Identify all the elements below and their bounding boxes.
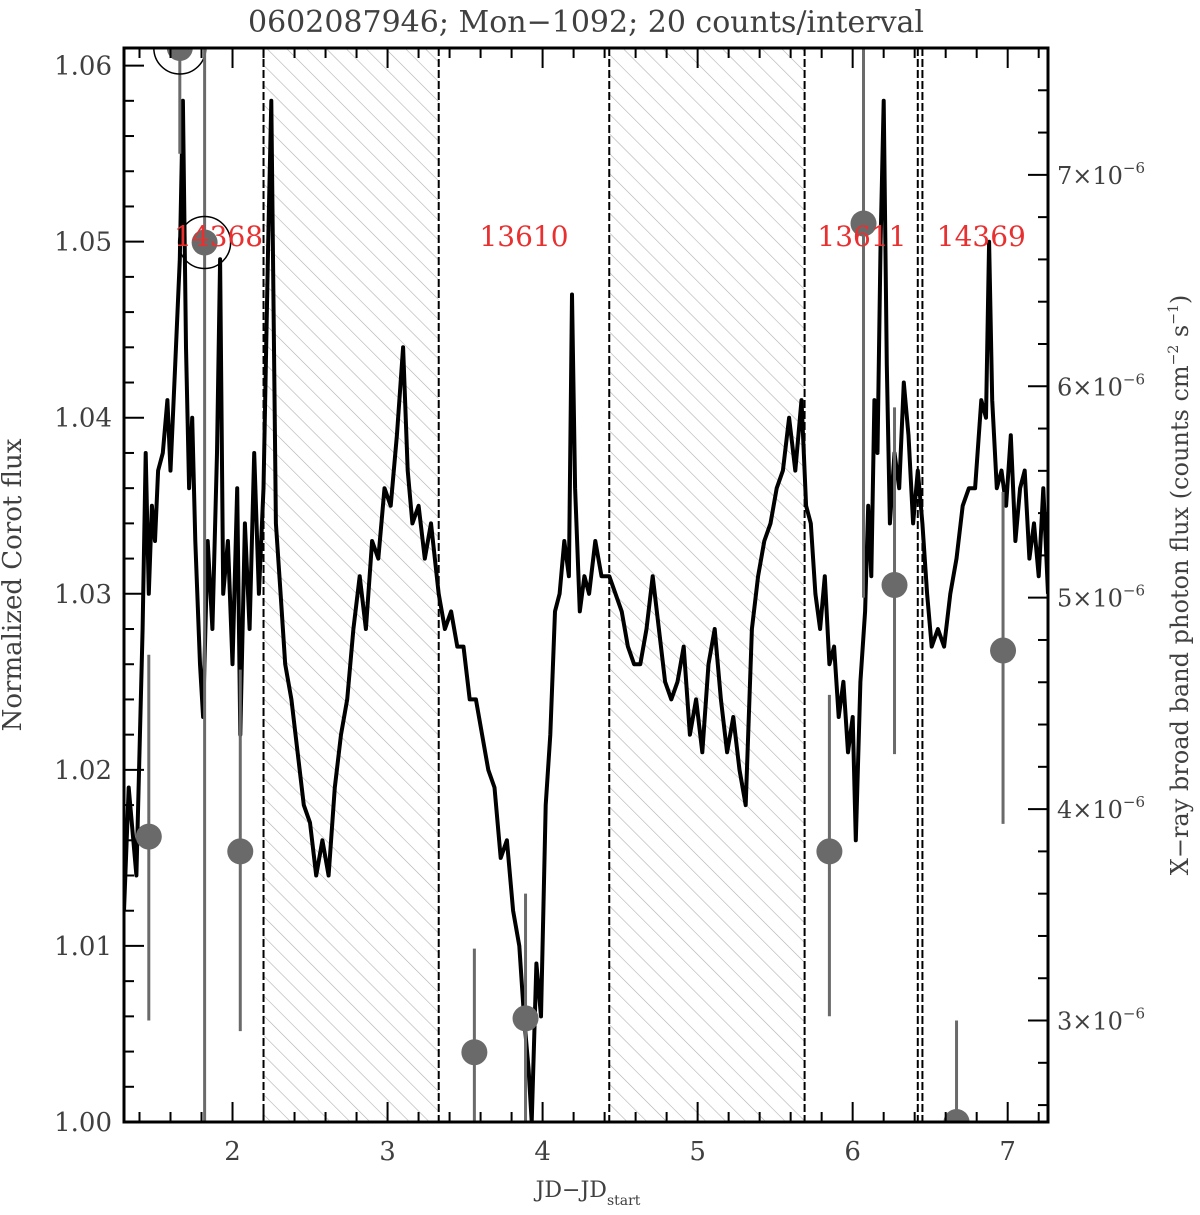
y2-tick-label: 6×10−6 bbox=[1057, 370, 1145, 401]
observation-id-2: 13610 bbox=[479, 220, 568, 253]
y2-tick-mantissa: 7×10 bbox=[1057, 162, 1123, 190]
y-tick-label: 1.02 bbox=[54, 756, 112, 786]
chart-title: 0602087946; Mon−1092; 20 counts/interval bbox=[248, 5, 924, 40]
xray-marker bbox=[461, 1039, 488, 1066]
xray-point-10 bbox=[943, 1020, 970, 1122]
x-axis-label: JD−JDstart bbox=[534, 1178, 641, 1209]
y2-axis-label-sup1: −2 bbox=[1166, 345, 1182, 366]
xray-point-2 bbox=[153, 48, 207, 154]
y-tick-label: 1.00 bbox=[54, 1108, 112, 1138]
xray-highlight-ring bbox=[177, 215, 232, 270]
xray-marker bbox=[135, 823, 162, 850]
y2-axis-label-end: ) bbox=[1166, 295, 1194, 304]
xray-marker bbox=[881, 572, 908, 598]
xray-marker bbox=[166, 48, 193, 61]
xray-point-4 bbox=[227, 669, 254, 1032]
y-tick-label: 1.01 bbox=[54, 932, 112, 962]
x-tick-label: 3 bbox=[379, 1137, 396, 1167]
xray-highlight-ring bbox=[153, 48, 207, 75]
hatched-regions bbox=[263, 48, 805, 1122]
xray-point-11 bbox=[990, 491, 1017, 824]
x-tick-label: 7 bbox=[999, 1137, 1016, 1167]
hatched-region-1 bbox=[263, 48, 439, 1122]
y2-tick-label: 3×10−6 bbox=[1057, 1005, 1145, 1036]
y-axis-label: Normalized Corot flux bbox=[0, 438, 28, 731]
xray-point-3 bbox=[177, 48, 232, 1122]
y-tick-label: 1.04 bbox=[54, 404, 112, 434]
xray-point-9 bbox=[881, 407, 908, 755]
y2-tick-label: 4×10−6 bbox=[1057, 793, 1145, 824]
x-tick-label: 4 bbox=[534, 1137, 551, 1167]
observation-id-labels: 14368 13610 13611 14369 bbox=[174, 220, 1026, 253]
xray-point-8 bbox=[850, 48, 877, 598]
y2-axis-label-sup2: −1 bbox=[1166, 304, 1182, 325]
x-axis-label-main: JD−JD bbox=[534, 1178, 607, 1203]
y2-tick-mantissa: 3×10 bbox=[1057, 1008, 1123, 1036]
xray-point-1 bbox=[135, 654, 162, 1021]
xray-points bbox=[135, 48, 1017, 1122]
xray-marker bbox=[512, 1005, 539, 1032]
y2-tick-exponent: −6 bbox=[1123, 370, 1145, 388]
y2-axis-label: X−ray broad band photon flux (counts cm−… bbox=[1166, 295, 1194, 876]
observation-id-3: 13611 bbox=[817, 220, 906, 253]
xray-marker bbox=[816, 838, 843, 865]
y2-tick-mantissa: 6×10 bbox=[1057, 373, 1123, 401]
x-tick-label: 5 bbox=[689, 1137, 706, 1167]
xray-marker bbox=[943, 1109, 970, 1122]
plot-frame bbox=[122, 46, 1050, 1124]
y2-axis-label-mid: s bbox=[1166, 325, 1194, 345]
x-tick-label: 6 bbox=[844, 1137, 861, 1167]
hatched-region-2 bbox=[609, 48, 805, 1122]
xray-point-5 bbox=[461, 948, 488, 1122]
y2-tick-label: 5×10−6 bbox=[1057, 582, 1145, 613]
xray-point-6 bbox=[512, 893, 539, 1122]
segment-boundaries bbox=[262, 48, 924, 1122]
y2-tick-exponent: −6 bbox=[1123, 582, 1145, 600]
y2-tick-exponent: −6 bbox=[1123, 159, 1145, 177]
xray-marker bbox=[227, 838, 254, 865]
x-axis-label-sub: start bbox=[607, 1193, 641, 1209]
xray-marker bbox=[990, 637, 1017, 664]
y2-tick-mantissa: 5×10 bbox=[1057, 585, 1123, 613]
y-tick-label: 1.05 bbox=[54, 228, 112, 258]
y2-tick-mantissa: 4×10 bbox=[1057, 796, 1123, 824]
y2-tick-exponent: −6 bbox=[1123, 1005, 1145, 1023]
y-tick-label: 1.06 bbox=[54, 52, 112, 82]
observation-id-4: 14369 bbox=[937, 220, 1026, 253]
y-tick-label: 1.03 bbox=[54, 580, 112, 610]
observation-id-1: 14368 bbox=[174, 220, 263, 253]
optical-lightcurve bbox=[124, 98, 1048, 1122]
optical-lightcurve-line bbox=[124, 98, 1048, 1122]
y2-tick-exponent: −6 bbox=[1123, 793, 1145, 811]
y2-axis-label-main: X−ray broad band photon flux (counts cm bbox=[1166, 365, 1194, 875]
y2-tick-label: 7×10−6 bbox=[1057, 159, 1145, 190]
x-tick-label: 2 bbox=[224, 1137, 241, 1167]
xray-marker bbox=[850, 210, 877, 237]
xray-point-7 bbox=[816, 694, 843, 1017]
axes: 2 3 4 5 6 71.001.011.021.031.041.051.063×10−6… bbox=[54, 46, 1145, 1167]
xray-marker bbox=[191, 229, 218, 256]
